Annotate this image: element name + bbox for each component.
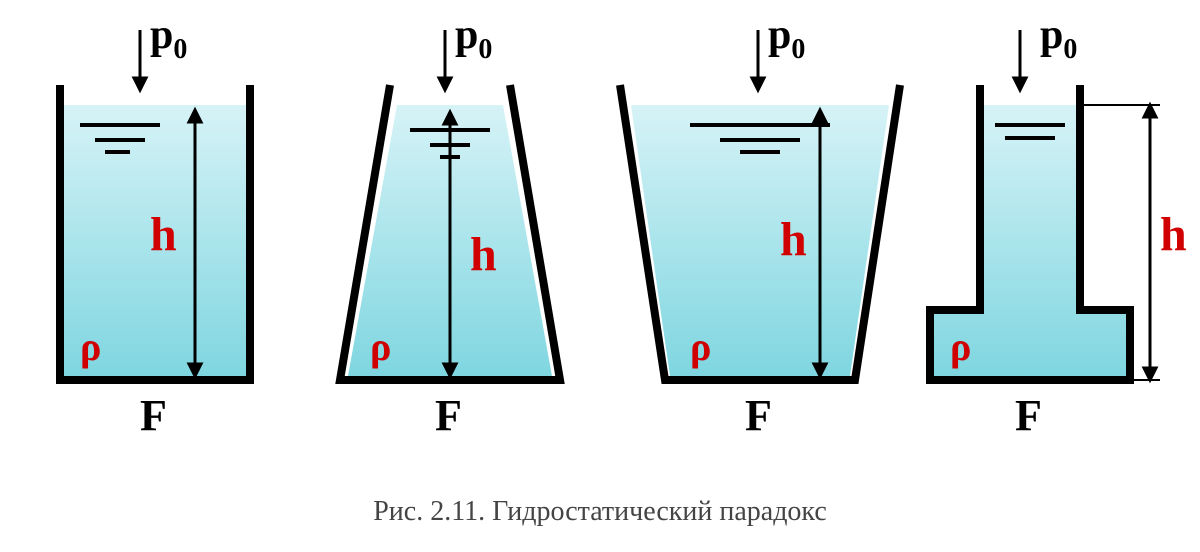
water-fill bbox=[631, 105, 889, 376]
h-label: h bbox=[780, 213, 807, 266]
F-label: F bbox=[140, 391, 167, 440]
p0-arrow bbox=[752, 30, 764, 90]
h-label: h bbox=[1160, 208, 1187, 261]
rho-label: ρ bbox=[950, 324, 971, 369]
height-arrow bbox=[1144, 105, 1156, 380]
F-label: F bbox=[745, 391, 772, 440]
p0-arrow bbox=[439, 30, 451, 90]
vessel-narrowing-top: h ρ p0 F bbox=[340, 12, 560, 440]
p0-arrow bbox=[134, 30, 146, 90]
h-label: h bbox=[150, 208, 177, 261]
p0-label: p0 bbox=[150, 12, 187, 65]
h-label: h bbox=[470, 228, 497, 281]
p0-label: p0 bbox=[1040, 12, 1077, 65]
vessel-T-shape: h ρ p0 F bbox=[930, 12, 1187, 440]
figure-caption: Рис. 2.11. Гидростатический парадокс bbox=[0, 496, 1200, 528]
F-label: F bbox=[1015, 391, 1042, 440]
vessel-widening-top: h ρ p0 F bbox=[620, 12, 900, 440]
figure-container: h ρ p0 Fh ρ p0 Fh ρ p0 Fh ρ p0 F Рис. 2.11. Гидроста… bbox=[0, 0, 1200, 552]
diagram-svg: h ρ p0 Fh ρ p0 Fh ρ p0 Fh ρ p0 F bbox=[0, 0, 1200, 460]
p0-label: p0 bbox=[768, 12, 805, 65]
vessel-rectangular: h ρ p0 F bbox=[60, 12, 250, 440]
F-label: F bbox=[435, 391, 462, 440]
p0-arrow bbox=[1014, 30, 1026, 90]
p0-label: p0 bbox=[455, 12, 492, 65]
rho-label: ρ bbox=[370, 324, 391, 369]
rho-label: ρ bbox=[80, 324, 101, 369]
rho-label: ρ bbox=[690, 324, 711, 369]
